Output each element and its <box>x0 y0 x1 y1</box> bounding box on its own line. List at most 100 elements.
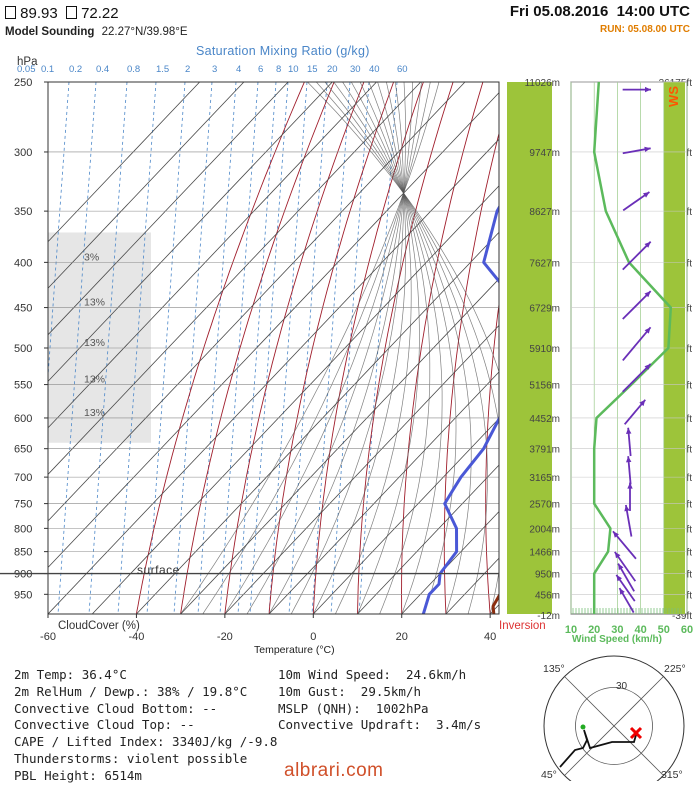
stat-label: 10m Gust: <box>278 684 361 699</box>
mixing-ratio-tick: 20 <box>327 64 338 75</box>
stat-value: 1002hPa <box>376 701 429 716</box>
hodograph-dir-label: 315° <box>661 769 683 781</box>
stat-row: MSLP (QNH): 1002hPa <box>278 701 481 718</box>
mixing-ratio-tick: 10 <box>288 64 299 75</box>
pressure-tick-label: 400 <box>14 257 32 269</box>
height-label: 6729m <box>529 304 560 315</box>
mixing-ratio-tick: 0.1 <box>41 64 54 75</box>
mixing-ratio-tick: 6 <box>258 64 263 75</box>
pressure-tick-label: 650 <box>14 444 32 456</box>
height-label: 4452m <box>529 414 560 425</box>
mixing-ratio-tick: 1.5 <box>156 64 169 75</box>
height-label: 2004m <box>529 524 560 535</box>
mixing-ratio-title: Saturation Mixing Ratio (g/kg) <box>196 44 370 58</box>
surface-label: surface <box>137 563 180 577</box>
stat-value: 38% / 19.8°C <box>157 684 247 699</box>
mixing-ratio-tick: 3 <box>212 64 217 75</box>
stat-value: 29.5km/h <box>361 684 421 699</box>
hodograph-dir-label: 135° <box>543 663 565 675</box>
cloud-cover-label: 13% <box>84 374 105 386</box>
pressure-tick-label: 450 <box>14 303 32 315</box>
stat-value: -- <box>202 701 217 716</box>
stat-label: Thunderstorms: <box>14 751 127 766</box>
pressure-tick-label: 800 <box>14 523 32 535</box>
cloud-cover-label: 13% <box>84 297 105 309</box>
stat-row: Convective Cloud Bottom: -- <box>14 701 277 718</box>
hpa-label: hPa <box>17 56 37 68</box>
stat-value: 3.4m/s <box>436 717 481 732</box>
pressure-tick-label: 950 <box>14 589 32 601</box>
hodograph-dir-label: 45° <box>541 769 557 781</box>
stat-value: 24.6km/h <box>406 667 466 682</box>
wind-speed-axis-label: Wind Speed (km/h) <box>572 634 662 645</box>
temperature-tick-label: -60 <box>40 631 56 643</box>
pressure-tick-label: 750 <box>14 499 32 511</box>
height-label: 950m <box>535 570 560 581</box>
height-label: 3791m <box>529 445 560 456</box>
temperature-axis-label: Temperature (°C) <box>254 644 335 656</box>
stat-value: violent possible <box>127 751 247 766</box>
cloud-cover-label: 13% <box>84 337 105 349</box>
mixing-ratio-tick: 0.2 <box>69 64 82 75</box>
pressure-tick-label: 350 <box>14 206 32 218</box>
mixing-ratio-tick: 4 <box>236 64 241 75</box>
height-label: 7627m <box>529 258 560 269</box>
mixing-ratio-tick: 15 <box>307 64 318 75</box>
stat-row: PBL Height: 6514m <box>14 768 277 785</box>
stat-row: 10m Wind Speed: 24.6km/h <box>278 667 481 684</box>
temperature-tick-label: -20 <box>217 631 233 643</box>
stat-value: 36.4°C <box>82 667 127 682</box>
pressure-tick-label: 500 <box>14 343 32 355</box>
stat-label: MSLP (QNH): <box>278 701 376 716</box>
temperature-tick-label: 40 <box>484 631 496 643</box>
mixing-ratio-tick: 0.8 <box>127 64 140 75</box>
temperature-tick-label: 20 <box>396 631 408 643</box>
height-label: 456m <box>535 590 560 601</box>
pressure-tick-label: 300 <box>14 147 32 159</box>
hodograph: 135° 225° 45° 315° 30 <box>541 656 686 781</box>
mixing-ratio-tick: 40 <box>369 64 380 75</box>
hodograph-dir-label: 225° <box>664 663 686 675</box>
height-label: 9747m <box>529 148 560 159</box>
stat-label: Convective Cloud Top: <box>14 717 180 732</box>
cloud-cover-label: 3% <box>84 251 99 263</box>
stat-value: -- <box>180 717 195 732</box>
wind-speed-tick-label: 60 <box>681 624 693 636</box>
pressure-tick-label: 250 <box>14 77 32 89</box>
hodograph-ring-label: 30 <box>616 681 628 692</box>
height-label: 5156m <box>529 381 560 392</box>
watermark: albrari.com <box>284 760 383 782</box>
stat-row: Thunderstorms: violent possible <box>14 751 277 768</box>
stat-label: Convective Updraft: <box>278 717 436 732</box>
ws-label: WS <box>666 86 681 107</box>
pressure-tick-label: 550 <box>14 380 32 392</box>
stat-label: 10m Wind Speed: <box>278 667 406 682</box>
height-label: 8627m <box>529 207 560 218</box>
stat-label: 2m RelHum / Dewp.: <box>14 684 157 699</box>
stat-row: Convective Cloud Top: -- <box>14 717 277 734</box>
mixing-ratio-tick: 60 <box>397 64 408 75</box>
cloudcover-axis-label: CloudCover (%) <box>58 620 140 632</box>
pressure-tick-label: 900 <box>14 569 32 581</box>
mixing-ratio-tick: 2 <box>185 64 190 75</box>
stat-label: CAPE / Lifted Index: <box>14 734 172 749</box>
stat-value: 3340J/kg /-9.8 <box>172 734 277 749</box>
pressure-tick-label: 600 <box>14 413 32 425</box>
stat-row: 10m Gust: 29.5km/h <box>278 684 481 701</box>
stat-row: CAPE / Lifted Index: 3340J/kg /-9.8 <box>14 734 277 751</box>
inversion-label: Inversion <box>499 620 546 632</box>
height-label: 2570m <box>529 500 560 511</box>
stat-row: 2m Temp: 36.4°C <box>14 667 277 684</box>
height-label: 5910m <box>529 344 560 355</box>
stat-label: Convective Cloud Bottom: <box>14 701 202 716</box>
mixing-ratio-tick: 0.4 <box>96 64 109 75</box>
height-label: 1466m <box>529 548 560 559</box>
height-label: 11026m <box>525 78 560 89</box>
mixing-ratio-tick: 8 <box>276 64 281 75</box>
height-label: 3165m <box>529 473 560 484</box>
stat-row: 2m RelHum / Dewp.: 38% / 19.8°C <box>14 684 277 701</box>
